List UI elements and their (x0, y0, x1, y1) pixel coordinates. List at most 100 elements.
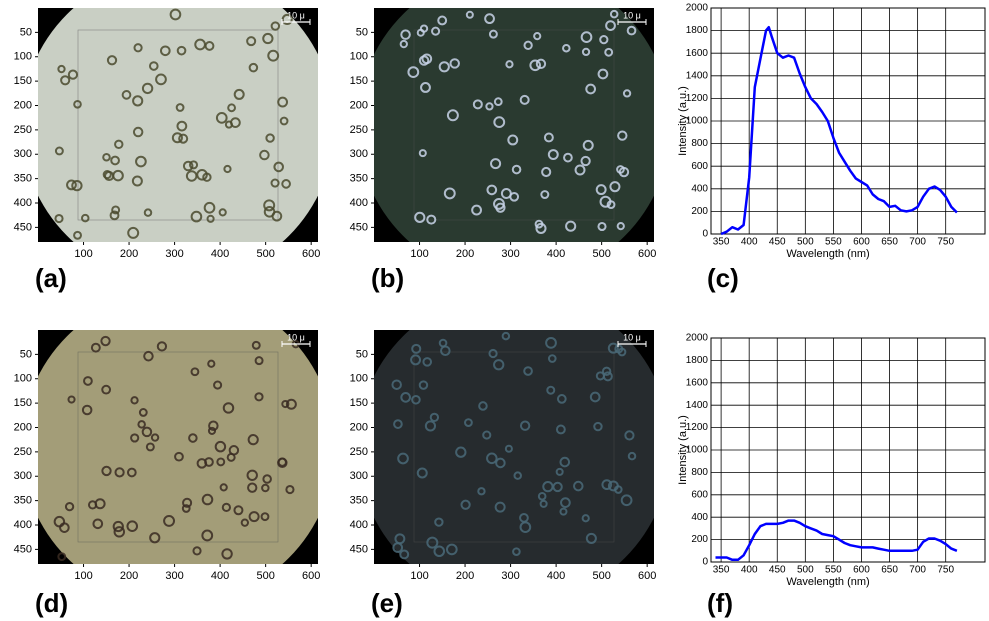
scale-bar-label: 10 μ (623, 10, 641, 20)
y-tick-label: 800 (691, 467, 708, 478)
x-tick-label: 750 (937, 237, 954, 248)
x-tick-label: 200 (456, 570, 474, 582)
panel-label: (a) (35, 263, 67, 293)
x-tick-label: 600 (853, 237, 870, 248)
y-tick-label: 450 (350, 543, 368, 555)
y-tick-label: 600 (691, 489, 708, 500)
x-tick-label: 650 (881, 237, 898, 248)
y-tick-label: 200 (691, 206, 708, 217)
y-tick-label: 100 (14, 51, 32, 63)
y-tick-label: 450 (350, 221, 368, 233)
scale-bar-label: 10 μ (287, 332, 305, 342)
y-tick-label: 2000 (686, 3, 709, 14)
y-tick-label: 300 (350, 148, 368, 160)
y-axis-label: Intensity (a.u.) (677, 415, 689, 485)
x-tick-label: 400 (741, 565, 758, 576)
y-tick-label: 0 (702, 557, 708, 568)
x-tick-label: 600 (638, 248, 656, 260)
x-tick-label: 450 (769, 237, 786, 248)
y-tick-label: 350 (350, 495, 368, 507)
y-tick-label: 450 (14, 221, 32, 233)
x-tick-label: 400 (211, 248, 229, 260)
y-tick-label: 200 (14, 421, 32, 433)
x-tick-label: 600 (302, 248, 320, 260)
x-tick-label: 400 (547, 248, 565, 260)
spectrum-line (716, 521, 957, 560)
x-tick-label: 700 (909, 237, 926, 248)
y-tick-label: 200 (14, 99, 32, 111)
y-tick-label: 1000 (686, 445, 709, 456)
x-tick-label: 100 (410, 570, 428, 582)
x-tick-label: 600 (638, 570, 656, 582)
x-tick-label: 400 (741, 237, 758, 248)
y-tick-label: 50 (20, 26, 32, 38)
micrograph (357, 0, 671, 282)
y-tick-label: 1800 (686, 25, 709, 36)
y-tick-label: 350 (14, 173, 32, 185)
y-tick-label: 100 (14, 373, 32, 385)
y-tick-label: 50 (20, 348, 32, 360)
x-tick-label: 100 (74, 248, 92, 260)
y-tick-label: 250 (14, 124, 32, 136)
x-tick-label: 300 (165, 570, 183, 582)
y-tick-label: 300 (14, 470, 32, 482)
y-tick-label: 2000 (686, 333, 709, 344)
y-tick-label: 450 (14, 543, 32, 555)
x-tick-label: 300 (501, 570, 519, 582)
x-tick-label: 500 (592, 248, 610, 260)
panel-label: (d) (35, 588, 68, 618)
x-tick-label: 500 (592, 570, 610, 582)
y-tick-label: 1800 (686, 355, 709, 366)
y-tick-label: 200 (691, 534, 708, 545)
micrograph (21, 0, 335, 282)
x-tick-label: 500 (797, 565, 814, 576)
y-tick-label: 1200 (686, 93, 709, 104)
x-tick-label: 450 (769, 565, 786, 576)
figure: 10 μ100200300400500600501001502002503003… (0, 0, 989, 621)
x-tick-label: 600 (853, 565, 870, 576)
x-tick-label: 100 (410, 248, 428, 260)
y-tick-label: 400 (14, 519, 32, 531)
y-tick-label: 350 (350, 173, 368, 185)
y-tick-label: 50 (356, 348, 368, 360)
x-tick-label: 500 (256, 248, 274, 260)
x-tick-label: 600 (302, 570, 320, 582)
y-tick-label: 150 (350, 75, 368, 87)
y-tick-label: 800 (691, 138, 708, 149)
y-axis-label: Intensity (a.u.) (677, 86, 689, 156)
scale-bar-label: 10 μ (623, 332, 641, 342)
y-tick-label: 150 (350, 397, 368, 409)
y-tick-label: 0 (702, 229, 708, 240)
x-tick-label: 650 (881, 565, 898, 576)
y-tick-label: 350 (14, 495, 32, 507)
x-tick-label: 400 (211, 570, 229, 582)
spectrum-line (721, 27, 957, 234)
panel-label: (f) (707, 588, 733, 618)
y-tick-label: 400 (350, 519, 368, 531)
page: 10 μ100200300400500600501001502002503003… (0, 0, 989, 621)
x-tick-label: 700 (909, 565, 926, 576)
panel-label: (b) (371, 263, 404, 293)
y-tick-label: 400 (691, 512, 708, 523)
x-tick-label: 200 (456, 248, 474, 260)
x-tick-label: 350 (713, 237, 730, 248)
x-axis-label: Wavelength (nm) (786, 576, 869, 588)
y-tick-label: 250 (350, 446, 368, 458)
y-tick-label: 400 (350, 197, 368, 209)
y-tick-label: 250 (350, 124, 368, 136)
x-tick-label: 200 (120, 570, 138, 582)
x-tick-label: 550 (825, 565, 842, 576)
y-tick-label: 600 (691, 161, 708, 172)
x-tick-label: 350 (713, 565, 730, 576)
y-tick-label: 200 (350, 421, 368, 433)
scale-bar-label: 10 μ (287, 10, 305, 20)
y-tick-label: 1200 (686, 422, 709, 433)
x-tick-label: 400 (547, 570, 565, 582)
y-tick-label: 400 (691, 183, 708, 194)
x-tick-label: 100 (74, 570, 92, 582)
x-tick-label: 300 (165, 248, 183, 260)
panel-label: (c) (707, 263, 739, 293)
x-axis-label: Wavelength (nm) (786, 248, 869, 260)
y-tick-label: 300 (14, 148, 32, 160)
y-tick-label: 100 (350, 51, 368, 63)
